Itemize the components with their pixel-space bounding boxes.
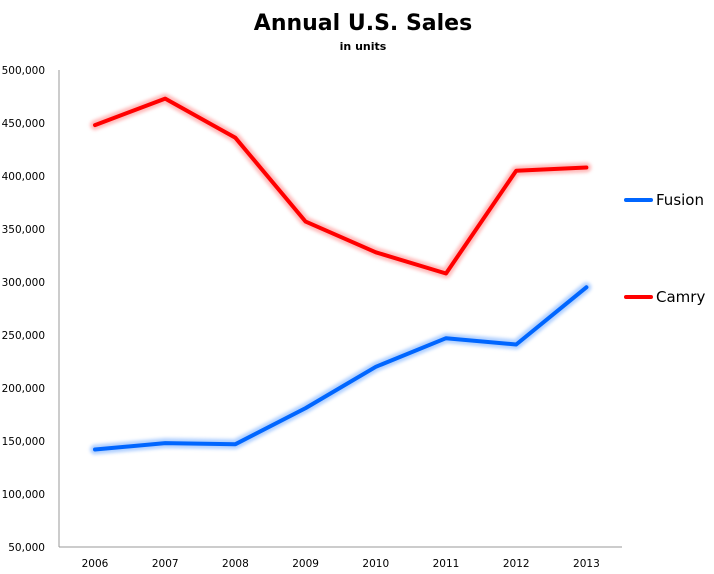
series-glow-fusion [90,282,592,455]
x-tick-label: 2009 [292,558,319,570]
x-tick-label: 2010 [362,558,389,570]
x-tick-label: 2008 [222,558,249,570]
series-line-fusion [93,285,589,452]
y-tick-label: 100,000 [2,489,45,501]
y-tick-label: 150,000 [2,436,45,448]
chart-title: Annual U.S. Sales [254,11,472,36]
series-glow-camry [90,93,592,279]
y-tick-label: 350,000 [2,224,45,236]
x-tick-label: 2012 [503,558,530,570]
legend-label-camry: Camry [656,288,705,306]
y-tick-label: 300,000 [2,277,45,289]
y-tick-label: 250,000 [2,330,45,342]
axes: 50,000 100,000 150,000 200,000 250,000 300,00… [2,65,622,570]
y-tick-label: 450,000 [2,118,45,130]
x-tick-label: 2011 [433,558,460,570]
y-tick-label: 200,000 [2,383,45,395]
legend: Fusion Camry [624,191,705,306]
series-line-camry [93,96,589,276]
y-tick-label: 400,000 [2,171,45,183]
chart-subtitle: in units [340,40,387,53]
x-tick-label: 2013 [573,558,600,570]
x-tick-label: 2006 [82,558,109,570]
series-lines [90,93,592,455]
legend-label-fusion: Fusion [656,191,704,209]
x-tick-label: 2007 [152,558,179,570]
y-tick-label: 500,000 [2,65,45,77]
y-tick-label: 50,000 [8,542,45,554]
